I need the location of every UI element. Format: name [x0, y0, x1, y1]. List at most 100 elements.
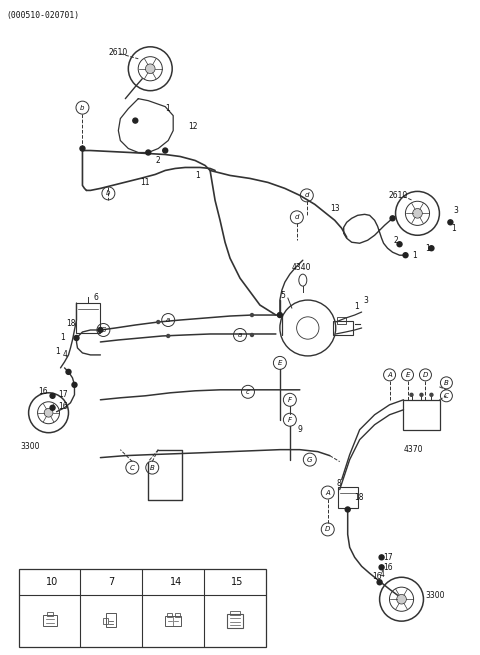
Text: G: G: [101, 327, 106, 333]
Text: 16: 16: [384, 563, 393, 572]
Bar: [103, 618, 108, 624]
Text: B: B: [444, 380, 449, 386]
Text: 1: 1: [195, 171, 200, 180]
Bar: [107, 613, 116, 627]
Text: 5: 5: [280, 291, 285, 299]
Bar: [19, 569, 266, 647]
Circle shape: [410, 393, 413, 396]
Circle shape: [157, 320, 160, 324]
Circle shape: [448, 220, 453, 225]
Bar: [333, 321, 353, 335]
Bar: [403, 400, 441, 430]
Text: 3: 3: [364, 295, 369, 305]
Circle shape: [379, 555, 384, 560]
Text: 17: 17: [59, 390, 68, 400]
Text: d: d: [219, 579, 224, 586]
Circle shape: [396, 594, 407, 604]
Circle shape: [277, 312, 282, 318]
Text: 3: 3: [454, 206, 458, 215]
Circle shape: [50, 405, 55, 410]
Bar: [227, 614, 243, 628]
Text: 16: 16: [38, 387, 48, 396]
Text: 3300: 3300: [21, 442, 40, 451]
Text: F: F: [288, 397, 292, 403]
Circle shape: [403, 253, 408, 257]
Bar: [43, 615, 57, 626]
Circle shape: [133, 118, 138, 123]
Text: 14: 14: [169, 577, 182, 588]
Text: 12: 12: [188, 122, 198, 131]
Text: 2610: 2610: [389, 191, 408, 200]
Text: a: a: [34, 579, 38, 586]
Circle shape: [251, 333, 253, 337]
Text: C: C: [130, 464, 135, 470]
Text: A: A: [325, 489, 330, 496]
Text: B: B: [150, 464, 155, 470]
Circle shape: [146, 150, 151, 155]
Text: 15: 15: [231, 577, 244, 588]
Circle shape: [145, 64, 155, 73]
Text: 8: 8: [336, 479, 341, 488]
Text: 1: 1: [60, 333, 65, 343]
Text: b: b: [96, 579, 100, 586]
Text: 13: 13: [330, 204, 339, 213]
Text: d: d: [304, 193, 309, 198]
Circle shape: [98, 328, 103, 333]
Text: 16: 16: [59, 402, 68, 411]
Text: F: F: [288, 417, 292, 422]
Text: a: a: [166, 317, 170, 323]
Text: 16: 16: [372, 572, 382, 581]
Circle shape: [66, 369, 71, 375]
Text: G: G: [307, 457, 312, 462]
Text: 3300: 3300: [425, 591, 445, 600]
Circle shape: [44, 408, 53, 417]
Bar: [338, 487, 358, 508]
Circle shape: [413, 208, 422, 218]
Text: A: A: [387, 372, 392, 378]
Text: d: d: [295, 214, 299, 220]
Circle shape: [74, 335, 79, 341]
Text: b: b: [80, 105, 84, 111]
Text: 10: 10: [46, 577, 58, 588]
Text: 1: 1: [412, 251, 417, 260]
Text: C: C: [444, 393, 449, 399]
Text: 18: 18: [355, 493, 364, 502]
Text: 18: 18: [67, 318, 76, 328]
Circle shape: [377, 580, 382, 585]
Text: 1: 1: [165, 104, 170, 113]
Circle shape: [430, 393, 433, 396]
Text: 1: 1: [355, 301, 360, 310]
Bar: [230, 611, 240, 615]
Text: b: b: [106, 191, 110, 196]
Circle shape: [345, 507, 350, 512]
Text: D: D: [423, 372, 428, 378]
Text: 2610: 2610: [108, 48, 128, 57]
Circle shape: [420, 393, 423, 396]
Circle shape: [167, 335, 170, 337]
Bar: [336, 317, 346, 324]
Circle shape: [397, 242, 402, 247]
Circle shape: [50, 393, 55, 398]
Text: D: D: [325, 527, 330, 533]
Bar: [167, 613, 172, 617]
Text: c: c: [158, 579, 161, 586]
Text: 7: 7: [108, 577, 114, 588]
Text: a: a: [238, 332, 242, 338]
Circle shape: [379, 565, 384, 570]
Bar: [76, 303, 100, 333]
Text: 4370: 4370: [404, 445, 423, 454]
Bar: [47, 612, 52, 616]
Circle shape: [163, 148, 168, 153]
Text: 4: 4: [380, 570, 384, 579]
Bar: [175, 613, 180, 617]
Text: 2: 2: [155, 156, 160, 165]
Circle shape: [390, 216, 395, 221]
Circle shape: [251, 314, 253, 316]
Text: (000510-020701): (000510-020701): [7, 11, 80, 20]
Text: 1: 1: [56, 347, 60, 356]
Text: 9: 9: [298, 425, 303, 434]
Circle shape: [80, 146, 85, 151]
Text: 1: 1: [451, 224, 456, 233]
Text: c: c: [246, 389, 250, 395]
Text: 4340: 4340: [292, 263, 312, 272]
